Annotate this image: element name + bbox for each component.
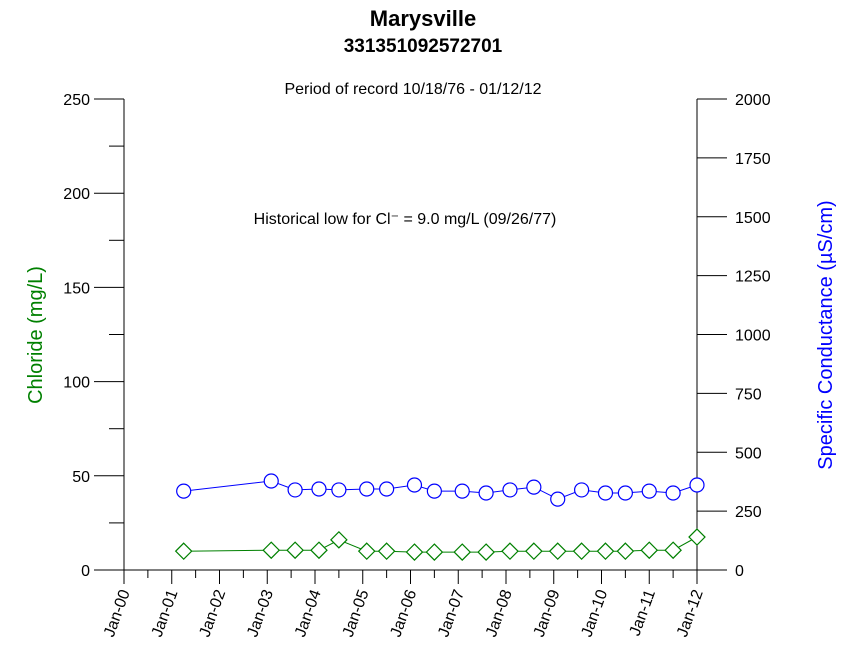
circle-marker <box>287 482 303 498</box>
circle-marker <box>689 477 705 493</box>
circle-marker <box>665 485 681 501</box>
annotation: Historical low for Cl⁻ = 9.0 mg/L (09/26… <box>254 211 557 228</box>
diamond-marker <box>525 542 543 561</box>
diamond-marker <box>310 541 328 560</box>
x-tick-label: Jan-06 <box>388 587 421 639</box>
diamond-marker <box>174 542 193 561</box>
circle-marker <box>406 477 423 493</box>
diamond-marker <box>262 541 281 560</box>
diamond-marker <box>357 542 376 561</box>
diamond-marker <box>425 543 444 561</box>
y2-tick-label: 250 <box>735 504 762 521</box>
y2-tick-label: 750 <box>735 386 762 403</box>
y-axis-label: Chloride (mg/L) <box>25 266 47 404</box>
circle-marker <box>617 485 633 501</box>
circle-marker <box>426 483 442 499</box>
y-tick-label: 0 <box>81 563 90 580</box>
circle-marker <box>454 483 470 499</box>
x-tick-label: Jan-09 <box>531 587 564 639</box>
diamond-marker <box>501 542 519 561</box>
x-tick-label: Jan-07 <box>435 587 468 639</box>
y-tick-label: 150 <box>63 280 90 297</box>
x-tick-label: Jan-08 <box>483 587 516 639</box>
x-tick-label: Jan-11 <box>627 587 659 638</box>
circle-marker <box>574 482 590 498</box>
circle-marker <box>526 479 542 495</box>
y-tick-label: 50 <box>72 469 90 486</box>
circle-marker <box>597 485 614 501</box>
chart-subtitle: 331351092572701 <box>344 36 503 57</box>
y-tick-label: 100 <box>63 375 90 392</box>
diamond-marker <box>330 531 348 549</box>
diamond-marker <box>286 541 304 560</box>
diamond-marker <box>405 543 424 561</box>
x-tick-label: Jan-10 <box>579 587 612 639</box>
diamond-marker <box>616 542 635 561</box>
x-tick-label: Jan-12 <box>674 587 707 639</box>
y2-axis-label: Specific Conductance (µS/cm) <box>815 200 837 469</box>
y2-tick-label: 500 <box>735 445 762 462</box>
circle-marker <box>359 481 375 497</box>
circle-marker <box>550 491 566 507</box>
x-tick-label: Jan-04 <box>292 587 325 639</box>
y2-tick-label: 1750 <box>735 151 771 168</box>
diamond-marker <box>548 542 567 561</box>
x-tick-label: Jan-05 <box>340 587 373 639</box>
diamond-marker <box>664 541 682 560</box>
circle-marker <box>311 481 327 497</box>
diamond-marker <box>572 542 591 561</box>
x-tick-label: Jan-03 <box>244 587 277 639</box>
circle-marker <box>641 483 657 499</box>
circle-marker <box>176 483 192 499</box>
diamond-marker <box>596 542 615 561</box>
y-tick-label: 200 <box>63 186 90 203</box>
diamond-marker <box>640 541 659 560</box>
chart-title: Marysville <box>370 6 476 31</box>
x-tick-label: Jan-02 <box>197 587 230 639</box>
x-tick-label: Jan-00 <box>101 587 134 639</box>
y2-tick-label: 1250 <box>735 269 771 286</box>
y2-tick-label: 1500 <box>735 210 771 227</box>
circle-marker <box>263 473 279 489</box>
diamond-marker <box>688 528 706 546</box>
x-tick-label: Jan-01 <box>149 587 182 639</box>
diamond-marker <box>377 542 396 561</box>
diamond-marker <box>477 543 495 561</box>
diamond-marker <box>453 543 472 561</box>
circle-marker <box>502 482 518 498</box>
y2-tick-label: 2000 <box>735 92 771 109</box>
y2-tick-label: 1000 <box>735 328 771 345</box>
y2-tick-label: 0 <box>735 563 744 580</box>
circle-marker <box>478 485 494 501</box>
circle-marker <box>331 482 347 498</box>
period-note: Period of record 10/18/76 - 01/12/12 <box>284 81 541 98</box>
circle-marker <box>379 481 395 497</box>
y-tick-label: 250 <box>63 92 90 109</box>
